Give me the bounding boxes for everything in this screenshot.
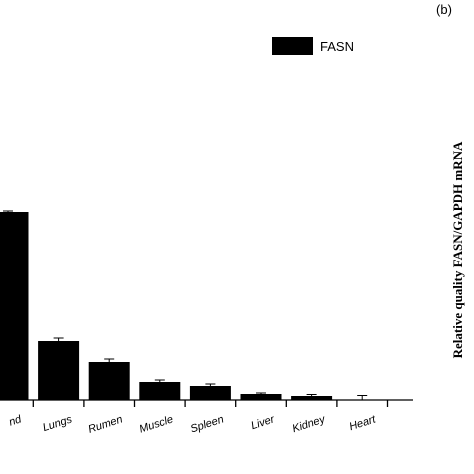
error-bar: [306, 394, 317, 398]
x-tick-label: Liver: [250, 413, 278, 432]
error-bar: [357, 395, 368, 400]
x-tick-label: nd: [8, 413, 24, 428]
legend-label: FASN: [320, 39, 354, 54]
error-bar: [154, 379, 165, 384]
bar: [38, 341, 80, 400]
legend-swatch: [272, 37, 313, 55]
x-tick-label: Muscle: [138, 413, 175, 435]
x-tick-label: Heart: [348, 413, 378, 433]
x-tick-label: Spleen: [189, 413, 225, 435]
error-bar: [104, 358, 115, 365]
x-tick-label: Lungs: [41, 413, 74, 434]
bar: [0, 212, 29, 400]
side-axis-label: Relative quality FASN/GAPDH mRNA: [450, 141, 465, 358]
bar: [291, 396, 333, 400]
bar: [88, 362, 130, 400]
error-bar: [3, 210, 13, 213]
bar: [139, 382, 181, 400]
bar: [240, 394, 282, 400]
x-tick-label: Kidney: [291, 413, 328, 435]
bar: [189, 386, 231, 400]
panel-label: (b): [436, 2, 452, 17]
x-tick-label: Rumen: [87, 413, 124, 435]
error-bar: [256, 392, 266, 395]
error-bar: [205, 383, 216, 388]
error-bar: [53, 337, 64, 344]
